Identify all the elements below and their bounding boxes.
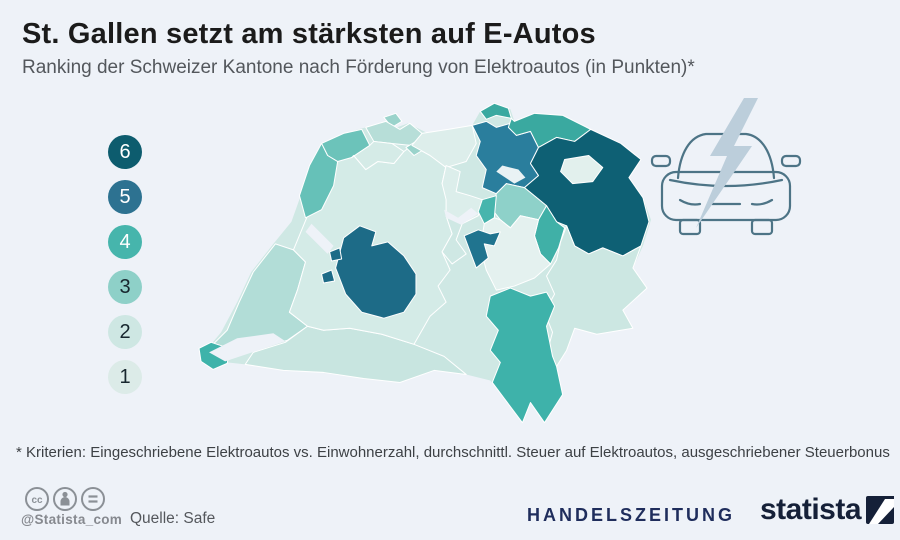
page-subtitle: Ranking der Schweizer Kantone nach Förde… [22, 57, 695, 78]
switzerland-map [198, 103, 651, 424]
canton-graubuenden [544, 225, 648, 367]
statista-logo-mark [866, 496, 895, 524]
statista-handle: @Statista_com [21, 512, 123, 527]
canton-valais [244, 325, 467, 383]
car-bumper-left [678, 198, 702, 206]
statista-logo: statista [760, 493, 895, 527]
svg-text:cc: cc [31, 495, 43, 506]
legend-item-2: 2 [108, 315, 142, 349]
canton-fribourg-exclave [329, 247, 343, 262]
handelszeitung-logo: HANDELSZEITUNG [527, 505, 735, 525]
cc-nd-icon [81, 487, 105, 511]
car-mirror-left [650, 154, 672, 168]
car-wheel-left [678, 218, 702, 236]
canton-vaud [212, 243, 308, 349]
canton-nidwalden [463, 229, 501, 269]
lake-zurich [496, 165, 526, 184]
legend-item-3: 3 [108, 270, 142, 304]
canton-aargau [411, 124, 477, 169]
cc-icon: cc [25, 487, 49, 511]
footnote: * Kriterien: Eingeschriebene Elektroauto… [16, 444, 890, 461]
lightning-bolt-icon [696, 98, 758, 228]
canton-fribourg-exclave-2 [321, 269, 336, 284]
legend-item-4: 4 [108, 225, 142, 259]
statista-wordmark: statista [760, 493, 862, 526]
canton-solothurn [351, 140, 405, 171]
car-bumper-right [750, 198, 774, 206]
car-mirror-right [780, 154, 802, 168]
canton-appenzell [560, 154, 604, 185]
legend: 6 5 4 3 2 1 [108, 135, 142, 405]
source-label: Quelle: Safe [130, 510, 216, 527]
lake-geneva [209, 333, 286, 362]
page-title: St. Gallen setzt am stärksten auf E-Auto… [22, 18, 596, 50]
cc-attribution-icon [53, 487, 77, 511]
car-windshield-line [668, 178, 784, 188]
license-icons: cc [24, 486, 106, 512]
lake-lucerne [444, 207, 479, 225]
lake-neuchatel [305, 223, 334, 254]
electric-car-icon [650, 98, 802, 236]
legend-item-5: 5 [108, 180, 142, 214]
canton-ticino [485, 287, 564, 424]
legend-item-6: 6 [108, 135, 142, 169]
canton-obwalden [441, 215, 467, 265]
canton-neuchatel [298, 142, 339, 219]
legend-item-1: 1 [108, 360, 142, 394]
canton-fribourg [335, 225, 417, 319]
car-wheel-right [750, 218, 774, 236]
